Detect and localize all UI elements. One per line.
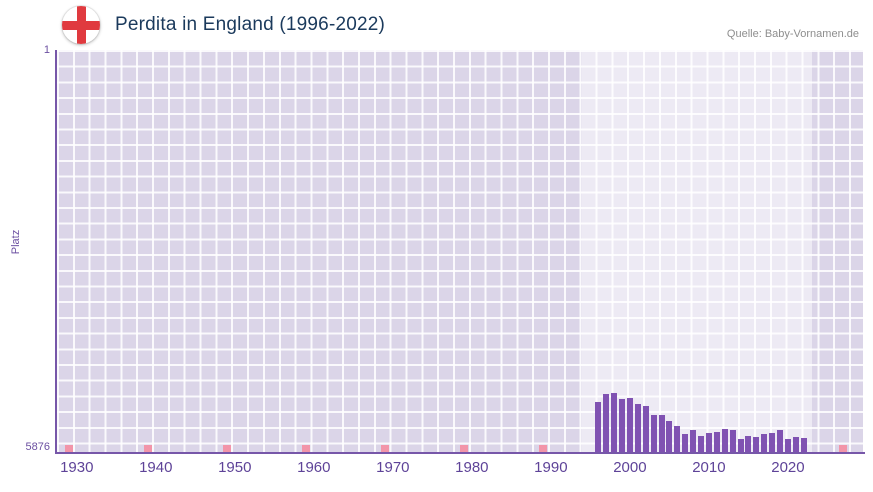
bar-2008[interactable] xyxy=(690,429,697,452)
no-data-marker-1939 xyxy=(143,445,152,452)
bar-2021[interactable] xyxy=(792,436,799,452)
bar-1996[interactable] xyxy=(595,402,602,452)
bar-2015[interactable] xyxy=(745,435,752,452)
bar-2004[interactable] xyxy=(658,414,665,452)
bar-2003[interactable] xyxy=(650,415,657,452)
no-data-marker-1969 xyxy=(380,445,389,452)
highlight-band xyxy=(582,50,812,452)
bar-2011[interactable] xyxy=(713,431,720,452)
x-axis-tick-label-2000: 2000 xyxy=(613,459,647,476)
bar-2016[interactable] xyxy=(753,436,760,452)
x-axis-tick-label-2020: 2020 xyxy=(771,459,805,476)
x-axis-tick-label-1990: 1990 xyxy=(534,459,568,476)
x-axis-tick-label-1940: 1940 xyxy=(139,459,173,476)
no-data-markers-layer xyxy=(57,50,863,452)
bar-2018[interactable] xyxy=(769,433,776,452)
x-axis-tick-label-1960: 1960 xyxy=(297,459,331,476)
bar-2019[interactable] xyxy=(777,430,784,452)
no-data-marker-1929 xyxy=(64,445,73,452)
x-axis-tick-label-1980: 1980 xyxy=(455,459,489,476)
bar-2000[interactable] xyxy=(626,398,633,452)
bar-2009[interactable] xyxy=(698,435,704,452)
bar-1997[interactable] xyxy=(603,394,610,452)
bar-2014[interactable] xyxy=(737,438,744,452)
no-data-marker-2027 xyxy=(839,445,848,452)
x-axis-tick-label-2010: 2010 xyxy=(692,459,726,476)
x-axis-tick-label-1970: 1970 xyxy=(376,459,410,476)
source-attribution: Quelle: Baby-Vornamen.de xyxy=(726,28,859,40)
bar-2022[interactable] xyxy=(800,437,807,452)
no-data-marker-1949 xyxy=(222,445,231,452)
x-axis-tick-label-1950: 1950 xyxy=(218,459,252,476)
chart-title: Perdita in England (1996-2022) xyxy=(115,14,386,35)
x-axis-tick-label-1930: 1930 xyxy=(60,459,94,476)
plot-area xyxy=(57,50,863,452)
y-axis-top-label: 1 xyxy=(43,44,50,56)
bar-2002[interactable] xyxy=(642,406,649,452)
bar-2001[interactable] xyxy=(634,404,641,452)
bar-1998[interactable] xyxy=(611,393,618,452)
flag-cross-horizontal xyxy=(62,20,100,30)
bar-2013[interactable] xyxy=(729,430,736,452)
y-axis-bottom-label: 5876 xyxy=(25,441,50,453)
bar-2012[interactable] xyxy=(721,429,728,452)
bar-2005[interactable] xyxy=(666,420,673,452)
no-data-marker-1979 xyxy=(459,445,468,452)
bars-layer xyxy=(57,50,863,452)
england-flag-icon xyxy=(62,6,100,44)
no-data-marker-1959 xyxy=(301,445,310,452)
bar-1999[interactable] xyxy=(618,398,625,452)
bar-2006[interactable] xyxy=(674,425,681,452)
bar-2017[interactable] xyxy=(761,434,768,452)
x-axis-tick-labels: 1930 1940 1950 1960 1970 1980 1990 2000 2010 2020 xyxy=(57,459,863,483)
no-data-marker-1989 xyxy=(538,445,547,452)
y-axis-title: Platz xyxy=(10,229,22,255)
bar-2020[interactable] xyxy=(784,439,791,452)
bar-2007[interactable] xyxy=(682,433,689,452)
bar-2010[interactable] xyxy=(705,433,712,452)
